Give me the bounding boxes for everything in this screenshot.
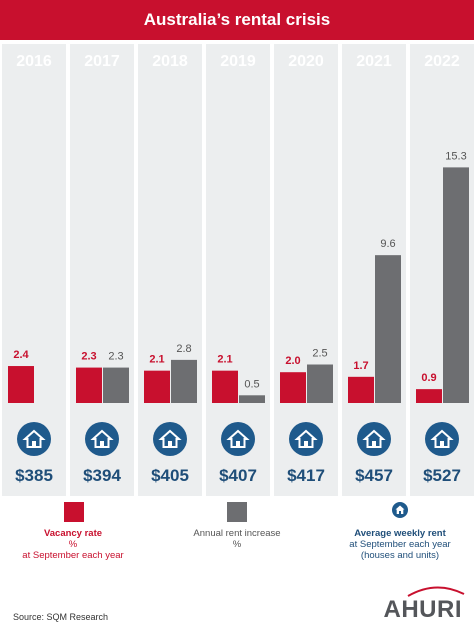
rent-increase-label: 2.5: [312, 348, 327, 360]
year-label: 2016: [16, 53, 52, 70]
year-label: 2021: [356, 53, 392, 70]
house-icon: [289, 422, 323, 456]
legend-rent-increase-title: Annual rent increase: [193, 528, 281, 539]
legend-rent-increase: Annual rent increase %: [172, 528, 302, 550]
house-icon-door: [236, 441, 240, 447]
legend-vacancy-swatch: [64, 502, 84, 522]
legend-vacancy-unit: %: [68, 539, 78, 550]
year-column-bg: [70, 44, 134, 496]
vacancy-label: 0.9: [421, 372, 436, 384]
rent-increase-label: 15.3: [445, 150, 466, 162]
house-icon-door: [372, 441, 376, 447]
vacancy-label: 2.1: [217, 354, 232, 366]
source-note: Source: SQM Research: [13, 612, 109, 622]
chart-title: Australia’s rental crisis: [143, 10, 331, 29]
weekly-rent-label: $417: [287, 466, 325, 485]
legend-weekly-rent: Average weekly rent at September each ye…: [330, 528, 470, 561]
house-icon-door: [440, 441, 444, 447]
year-column-bg: [206, 44, 270, 496]
legend-vacancy-note: at September each year: [22, 550, 124, 561]
legend-rent-increase-unit: %: [232, 539, 242, 550]
house-icon-door: [100, 441, 104, 447]
rent-increase-bar: [443, 167, 469, 403]
weekly-rent-label: $385: [15, 466, 53, 485]
rent-increase-bar: [239, 395, 265, 403]
legend-weekly-rent-note: at September each year: [349, 539, 451, 550]
year-label: 2019: [220, 53, 256, 70]
house-icon: [221, 422, 255, 456]
rent-increase-bar: [103, 367, 129, 403]
year-column-bg: [2, 44, 66, 496]
legend-vacancy: Vacancy rate % at September each year: [8, 528, 138, 561]
year-label: 2018: [152, 53, 188, 70]
vacancy-bar: [348, 376, 374, 403]
legend-weekly-rent-title: Average weekly rent: [354, 528, 446, 539]
vacancy-label: 1.7: [353, 360, 368, 372]
house-icon: [357, 422, 391, 456]
year-column-bg: [138, 44, 202, 496]
vacancy-label: 2.1: [149, 354, 164, 366]
year-column-bg: [274, 44, 338, 496]
ahuri-logo-arc: [407, 586, 465, 597]
weekly-rent-label: $394: [83, 466, 121, 485]
rent-increase-label: 2.8: [176, 343, 191, 355]
house-icon-door: [304, 441, 308, 447]
year-label: 2020: [288, 53, 324, 70]
rent-increase-bar: [171, 359, 197, 403]
weekly-rent-label: $527: [423, 466, 461, 485]
rent-increase-label: 2.3: [108, 351, 123, 363]
vacancy-bar: [212, 370, 238, 403]
house-icon-door: [32, 441, 36, 447]
house-icon: [153, 422, 187, 456]
legend-rent-increase-swatch: [227, 502, 247, 522]
rental-chart: 2016 2.4 $385 2017 2.3 2.3 $394 2018 2.1 2.8 $405 2…: [2, 44, 474, 496]
vacancy-bar: [8, 366, 34, 403]
weekly-rent-label: $405: [151, 466, 189, 485]
vacancy-bar: [144, 370, 170, 403]
vacancy-label: 2.0: [285, 355, 300, 367]
title-bar: Australia’s rental crisis: [0, 0, 474, 40]
vacancy-bar: [76, 367, 102, 403]
rent-increase-bar: [307, 364, 333, 403]
house-icon-door: [168, 441, 172, 447]
weekly-rent-label: $407: [219, 466, 257, 485]
ahuri-logo: AHURI: [383, 596, 462, 623]
legend-weekly-rent-scope: (houses and units): [360, 550, 440, 561]
house-icon: [17, 422, 51, 456]
rent-increase-label: 0.5: [244, 378, 259, 390]
rent-increase-label: 9.6: [380, 238, 395, 250]
year-label: 2022: [424, 53, 460, 70]
vacancy-bar: [280, 372, 306, 403]
vacancy-bar: [416, 389, 442, 403]
vacancy-label: 2.4: [13, 349, 29, 361]
house-icon: [85, 422, 119, 456]
year-label: 2017: [84, 53, 120, 70]
vacancy-label: 2.3: [81, 351, 96, 363]
rent-increase-bar: [375, 255, 401, 403]
legend-house-icon: [392, 502, 408, 518]
house-icon: [425, 422, 459, 456]
legend-vacancy-title: Vacancy rate: [43, 528, 103, 539]
weekly-rent-label: $457: [355, 466, 393, 485]
